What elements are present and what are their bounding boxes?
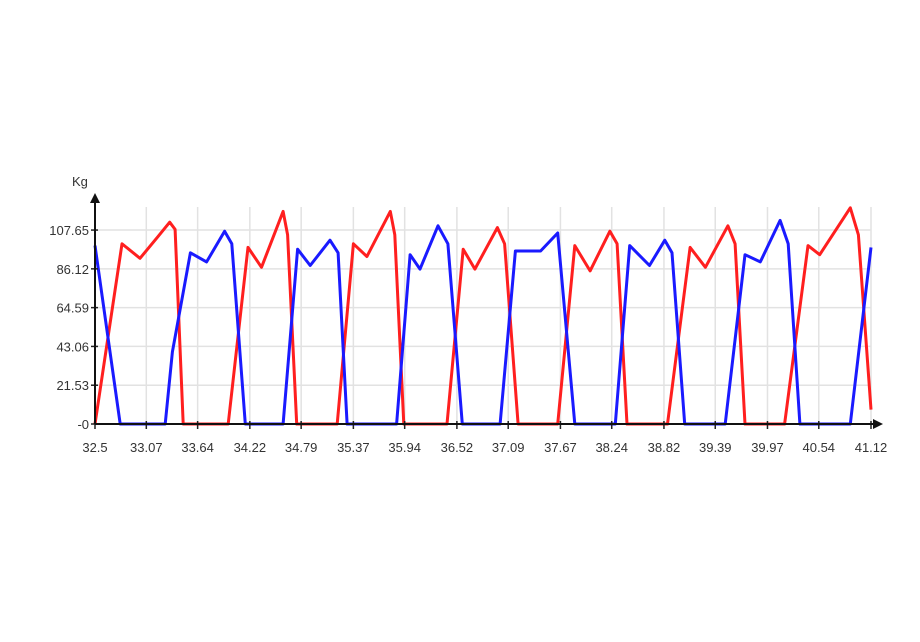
grid [95, 207, 872, 424]
x-tick-label: 34.22 [234, 440, 267, 455]
axes: -0 21.53 43.06 64.59 86.12 107.65 32.5 33.07 33.… [49, 193, 887, 455]
x-tick-label: 38.82 [648, 440, 681, 455]
series-line-2 [93, 218, 873, 426]
series-line-1 [93, 206, 873, 426]
x-tick-label: 39.97 [751, 440, 784, 455]
y-axis-label: Kg [72, 174, 88, 189]
x-tick-label: 33.07 [130, 440, 163, 455]
series-group [93, 206, 873, 426]
x-tick-label: 36.52 [441, 440, 474, 455]
y-axis-arrow-icon [90, 193, 100, 203]
x-tick-label: 33.64 [181, 440, 214, 455]
y-tick-label: 107.65 [49, 223, 89, 238]
y-tick-label: 64.59 [56, 301, 89, 316]
x-tick-label: 35.94 [388, 440, 421, 455]
y-tick-label: -0 [77, 417, 89, 432]
x-tick-label: 39.39 [699, 440, 732, 455]
x-axis-arrow-icon [873, 419, 883, 429]
x-tick-label: 37.09 [492, 440, 525, 455]
x-tick-label: 32.5 [82, 440, 107, 455]
x-tick-label: 37.67 [544, 440, 577, 455]
x-tick-label: 41.12 [855, 440, 888, 455]
y-tick-label: 43.06 [56, 339, 89, 354]
x-tick-label: 35.37 [337, 440, 370, 455]
x-tick-label: 40.54 [803, 440, 836, 455]
y-tick-label: 21.53 [56, 378, 89, 393]
x-tick-label: 34.79 [285, 440, 318, 455]
y-tick-label: 86.12 [56, 262, 89, 277]
x-tick-label: 38.24 [595, 440, 628, 455]
